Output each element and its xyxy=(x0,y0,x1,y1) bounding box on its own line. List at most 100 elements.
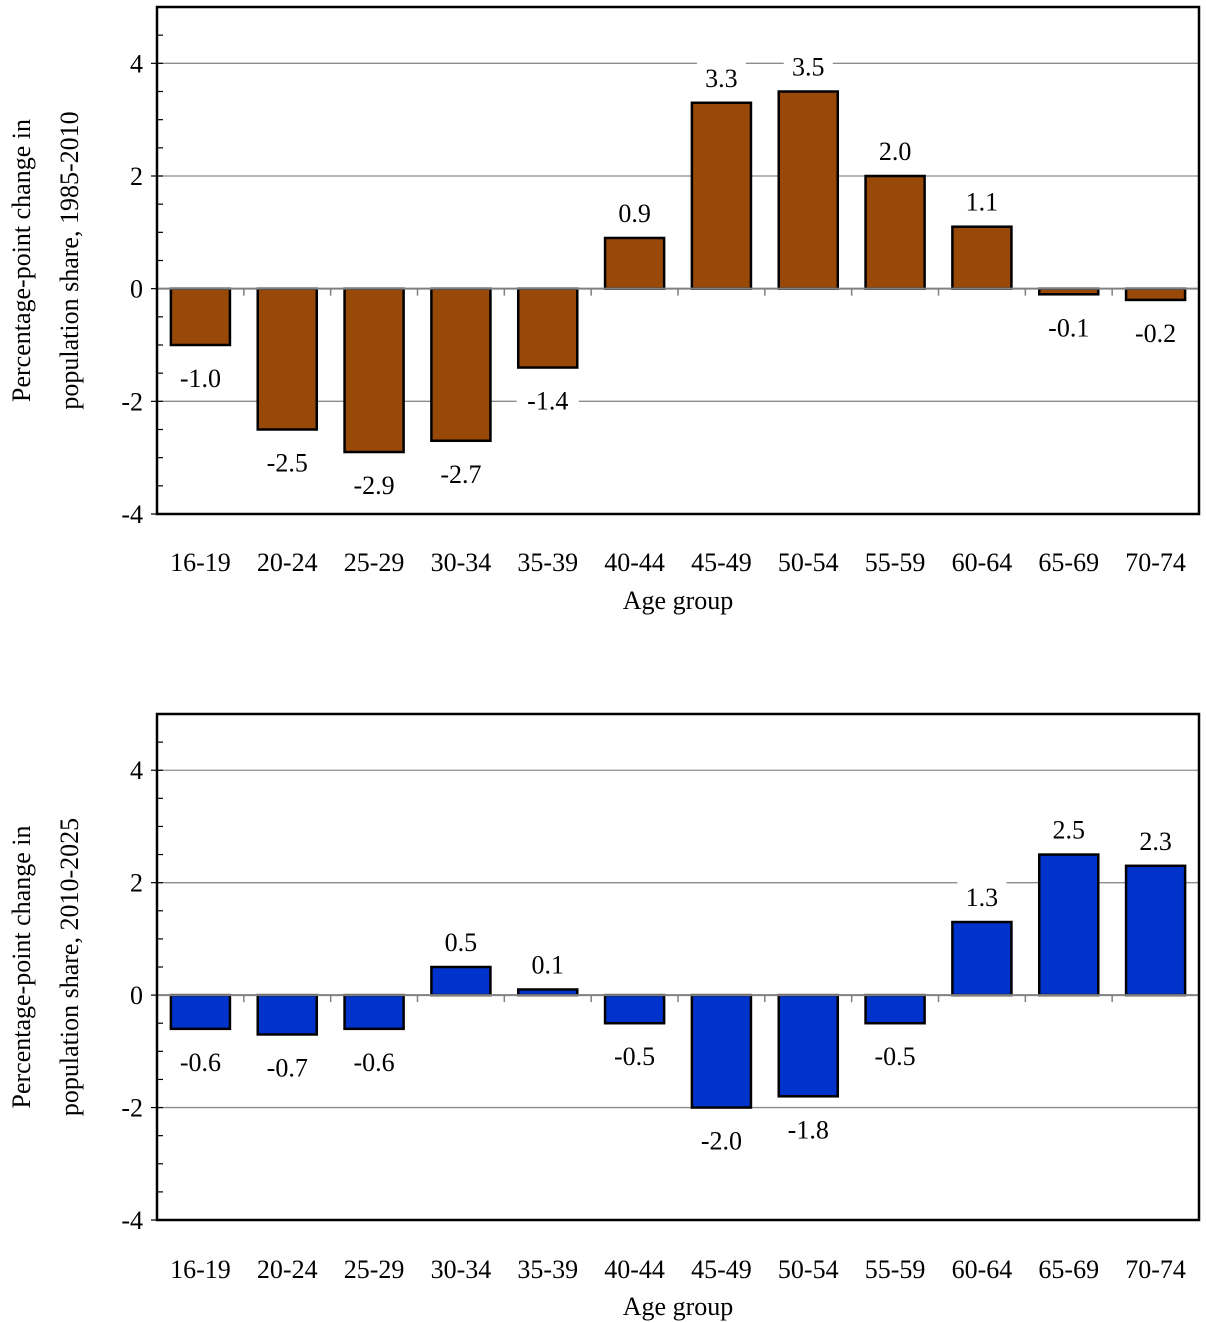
y-tick-label: -2 xyxy=(121,387,143,416)
x-tick-label: 50-54 xyxy=(778,548,839,577)
x-tick-label: 35-39 xyxy=(517,548,578,577)
y-tick-label: 0 xyxy=(130,981,143,1010)
data-label-background xyxy=(256,1049,319,1084)
bar xyxy=(777,90,840,290)
bar xyxy=(169,287,232,347)
bar xyxy=(169,993,232,1031)
x-tick-label: 45-49 xyxy=(691,548,752,577)
x-tick-label: 20-24 xyxy=(257,548,318,577)
y-tick-label: 2 xyxy=(130,869,143,898)
x-tick-label: 30-34 xyxy=(431,1255,492,1284)
bar xyxy=(1124,287,1187,302)
y-tick-label: 0 xyxy=(130,275,143,304)
x-axis-title: Age group xyxy=(623,1292,733,1321)
bar xyxy=(343,287,405,454)
x-axis-title: Age group xyxy=(623,586,733,615)
data-label-background xyxy=(783,48,833,83)
y-tick-label: 4 xyxy=(130,49,143,78)
data-label: 0.9 xyxy=(618,199,651,228)
data-label: -1.0 xyxy=(180,364,221,393)
x-tick-label: 35-39 xyxy=(517,1255,578,1284)
data-label-background xyxy=(523,946,573,981)
data-label: -2.0 xyxy=(701,1127,742,1156)
x-tick-label: 65-69 xyxy=(1038,548,1099,577)
plot-frame xyxy=(155,5,1201,516)
data-label: 0.5 xyxy=(445,928,478,957)
data-label: -0.6 xyxy=(180,1048,221,1077)
x-tick-label: 55-59 xyxy=(865,1255,926,1284)
data-label: 2.3 xyxy=(1139,827,1172,856)
data-label-background xyxy=(957,183,1007,218)
x-tick-label: 70-74 xyxy=(1125,1255,1186,1284)
data-label: -0.5 xyxy=(614,1042,655,1071)
data-label-background xyxy=(1124,314,1187,349)
bar xyxy=(603,993,666,1025)
data-label-background xyxy=(690,1122,753,1157)
y-axis-title-line-2: population share, 1985-2010 xyxy=(55,111,84,409)
x-tick-label: 60-64 xyxy=(952,1255,1013,1284)
bar xyxy=(603,236,666,290)
x-tick-label: 70-74 xyxy=(1125,548,1186,577)
data-label-background xyxy=(777,1111,840,1146)
bar xyxy=(1037,853,1100,997)
x-tick-label: 25-29 xyxy=(344,1255,405,1284)
data-label-background xyxy=(256,444,319,479)
plot-frame xyxy=(155,712,1201,1222)
data-label-background xyxy=(436,924,486,958)
x-tick-label: 60-64 xyxy=(952,548,1013,577)
y-tick-label: 4 xyxy=(130,756,143,785)
data-label-background xyxy=(169,1043,232,1078)
x-tick-label: 45-49 xyxy=(691,1255,752,1284)
data-label: 3.3 xyxy=(705,64,738,93)
data-label-background xyxy=(429,455,492,490)
data-label: -1.8 xyxy=(788,1115,829,1144)
bar xyxy=(777,993,840,1098)
data-label-background xyxy=(603,1038,666,1073)
data-label: -0.1 xyxy=(1048,313,1089,342)
x-tick-label: 16-19 xyxy=(170,548,231,577)
bar xyxy=(430,287,492,443)
y-tick-label: 2 xyxy=(130,162,143,191)
y-axis-title-line-1: Percentage-point change in xyxy=(7,119,36,402)
data-label-background xyxy=(870,133,920,167)
data-label: 2.5 xyxy=(1053,816,1086,845)
bar xyxy=(430,965,492,997)
x-tick-label: 65-69 xyxy=(1038,1255,1099,1284)
bar xyxy=(951,225,1013,290)
data-label: 0.1 xyxy=(532,950,565,979)
x-tick-label: 20-24 xyxy=(257,1255,318,1284)
data-label-background xyxy=(516,382,579,417)
x-tick-label: 30-34 xyxy=(431,548,492,577)
bar xyxy=(951,920,1013,997)
data-label-background xyxy=(696,59,746,94)
data-label: -2.9 xyxy=(353,471,394,500)
data-label: -0.5 xyxy=(874,1042,915,1071)
data-label-background xyxy=(864,1038,927,1073)
bar xyxy=(864,174,926,290)
data-label: -0.6 xyxy=(353,1048,394,1077)
data-label: -2.7 xyxy=(440,460,481,489)
bar xyxy=(343,993,405,1031)
data-label-background xyxy=(343,1043,406,1078)
data-label-background xyxy=(343,467,406,502)
bar xyxy=(864,993,926,1025)
x-tick-label: 40-44 xyxy=(604,1255,665,1284)
y-tick-label: -2 xyxy=(121,1094,143,1123)
bar xyxy=(1124,864,1187,997)
x-tick-label: 25-29 xyxy=(344,548,405,577)
bar xyxy=(256,993,319,1036)
bar xyxy=(690,993,753,1109)
x-tick-label: 40-44 xyxy=(604,548,665,577)
data-label: -0.2 xyxy=(1135,319,1176,348)
y-axis-title-line-2: population share, 2010-2025 xyxy=(55,818,84,1116)
x-tick-label: 50-54 xyxy=(778,1255,839,1284)
data-label-background xyxy=(1037,309,1100,344)
bar xyxy=(690,101,753,290)
data-label: -2.5 xyxy=(267,449,308,478)
data-label: -1.4 xyxy=(527,387,568,416)
x-tick-label: 16-19 xyxy=(170,1255,231,1284)
data-label: 3.5 xyxy=(792,53,825,82)
bar xyxy=(516,287,579,369)
data-label-background xyxy=(957,879,1007,914)
bar xyxy=(256,287,319,431)
